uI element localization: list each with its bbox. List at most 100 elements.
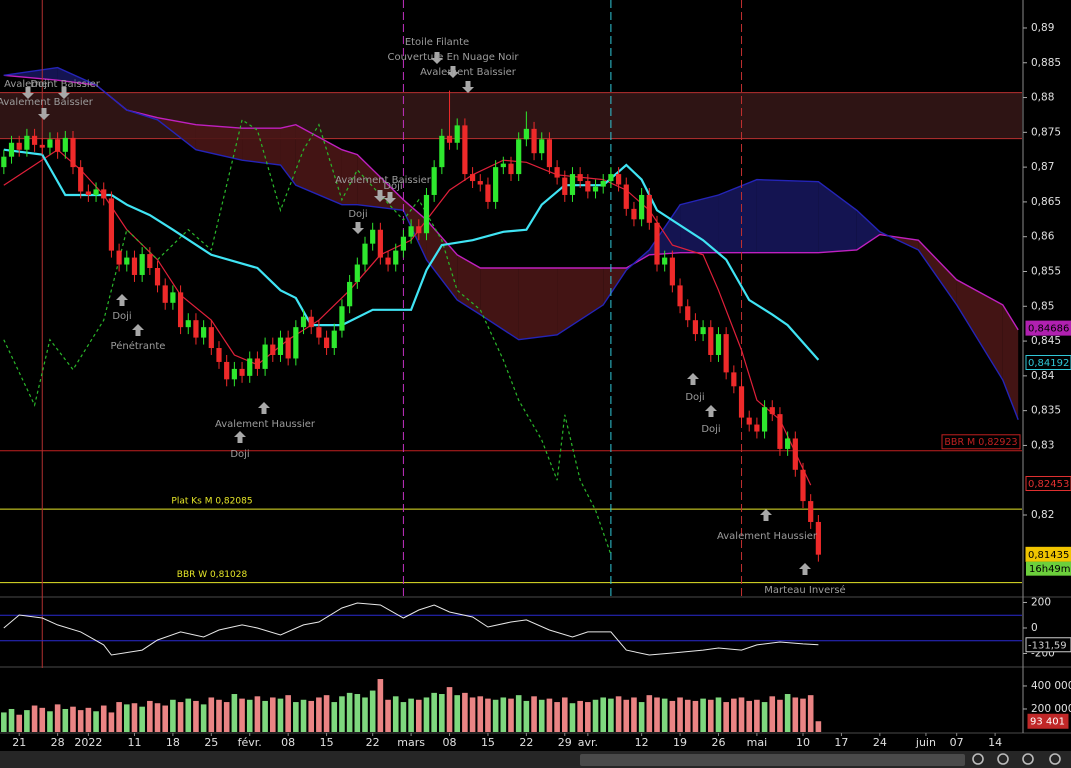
volume-bar [385,699,391,732]
zoom-in-button[interactable] [997,753,1009,765]
volume-bar [531,696,537,732]
x-tick-label: 21 [12,736,26,749]
volume-bar [70,706,76,732]
candle-body [70,137,76,168]
zoom-button[interactable] [972,753,984,765]
annotation-arrow [38,108,50,120]
candle-body [631,208,637,220]
candle-body [500,163,506,168]
candle-body [792,438,798,470]
candle-body [62,137,68,152]
cloud [457,254,481,315]
scrollbar[interactable] [580,754,965,766]
candle-body [423,194,430,234]
price-label: 0,84192 [1028,358,1069,369]
annotation-arrow [258,402,270,414]
candle-body [116,250,122,265]
volume-bar [31,705,38,732]
volume-bar [16,714,23,732]
annotation: Avalement Haussier [215,419,316,430]
zoom-reset-button[interactable] [1049,753,1061,765]
volume-bar [408,698,414,732]
candle-body [592,186,599,192]
volume-bar [700,698,706,732]
annotation-arrow [234,431,246,443]
volume-bar [669,700,676,732]
annotation: Avalement Baissier [335,175,432,186]
candle-body [639,194,645,220]
x-tick-label: 25 [204,736,218,749]
cloud-span [3,66,1019,420]
x-tick-label: 12 [635,736,649,749]
candle-body [646,194,652,223]
candle-body [523,128,529,140]
candle-body [108,198,115,251]
candle-body [1,156,7,168]
cloud [3,67,58,81]
x-tick-label: 11 [127,736,141,749]
volume-bar [8,708,15,732]
candle-body [55,139,61,152]
y-tick-label: 0,87 [1031,161,1054,173]
y-tick-label: 0,82 [1031,509,1054,521]
zoom-out-button[interactable] [1022,753,1034,765]
last-value-label-box [1025,637,1071,653]
annotation: Doji [348,209,367,220]
volume-bar [392,696,399,732]
zone [0,92,1022,139]
price-label: 0,82453 [1028,479,1069,490]
volume-bar [216,699,222,732]
candle-body [224,361,230,380]
candle-body [154,268,161,286]
candle-body [339,306,345,331]
y-tick-label: 0,835 [1031,405,1061,417]
volume-bar [331,702,338,732]
volume-bar [39,707,46,732]
candle-body [316,327,322,338]
candle-body [400,236,407,251]
volume-bar [100,705,107,732]
volume-bar [93,711,99,732]
candle-body [124,257,130,265]
cloud [480,268,519,340]
level-label: Plat Ks M 0,82085 [171,497,252,507]
volume-bar [523,700,530,732]
candle-body [623,184,629,209]
candle-body [201,327,207,338]
annotation: Avalement Baissier [4,79,101,90]
candle-body [677,285,683,307]
volume-bar [162,705,169,732]
price-label-box [1025,320,1071,336]
x-tick-label: 17 [834,736,848,749]
volume-bar [569,703,576,732]
volume-bar [600,697,607,732]
candle-body [47,139,53,148]
candle-body [662,257,668,265]
volume-bar [723,702,729,732]
y-tick-label: 0,855 [1031,265,1061,277]
volume-bar [608,698,614,732]
volume-bar [807,695,814,732]
volume-bar [377,679,384,732]
volume-bar [469,697,476,732]
volume-bar [1,712,7,732]
candle-body [439,135,445,168]
candle-body [692,320,699,335]
x-tick-label: 07 [950,736,964,749]
x-tick-label: 10 [796,736,810,749]
volume-bar [538,699,545,732]
volume-bar [784,694,791,732]
candle-body [16,142,22,150]
candle-body [585,181,591,192]
y-tick-label: 0,86 [1031,231,1055,243]
candle-body [39,144,45,148]
volume-bar [85,707,92,732]
candle-body [85,191,91,195]
cloud [756,179,819,253]
volume-bar [462,692,468,732]
volume-bar [654,697,660,732]
level-label-box [941,434,1021,450]
volume-bar [208,697,215,732]
candle-body [808,501,814,522]
